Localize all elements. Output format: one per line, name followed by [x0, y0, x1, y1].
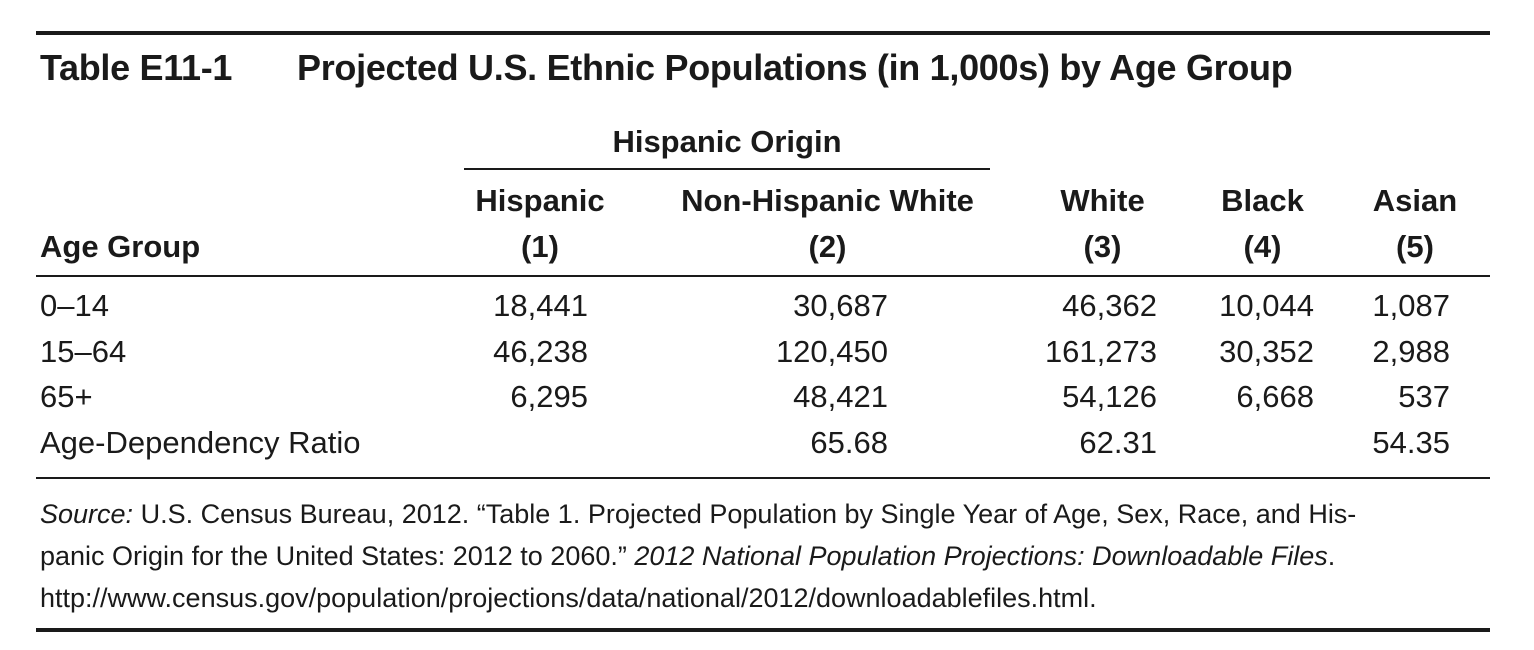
table-cell: 30,687 [793, 288, 888, 323]
column-number-1: (1) [521, 229, 559, 264]
source-url: http://www.census.gov/population/project… [40, 583, 1097, 613]
source-line-1: Source: U.S. Census Bureau, 2012. “Table… [40, 493, 1490, 535]
table-number: Table E11-1 [40, 47, 233, 88]
row-label: 15–64 [40, 334, 127, 369]
table-cell: 161,273 [1044, 334, 1157, 369]
table-cell: 537 [1398, 379, 1450, 414]
column-header-hispanic: Hispanic [475, 183, 605, 218]
top-rule [36, 31, 1490, 35]
column-header-black: Black [1221, 183, 1304, 218]
column-header-white: White [1060, 183, 1145, 218]
table-cell: 62.31 [1079, 425, 1157, 460]
table-cell: 46,238 [493, 334, 588, 369]
table-title: Projected U.S. Ethnic Populations (in 1,… [297, 47, 1293, 88]
source-text-1: U.S. Census Bureau, 2012. “Table 1. Proj… [133, 499, 1357, 529]
table-cell: 65.68 [810, 425, 888, 460]
column-number-3: (3) [1083, 229, 1122, 264]
table-cell: 54.35 [1372, 425, 1450, 460]
table-cell: 30,352 [1219, 334, 1314, 369]
table-cell: 2,988 [1372, 334, 1450, 369]
column-header-asian: Asian [1372, 183, 1458, 218]
table-cell: 6,668 [1236, 379, 1314, 414]
row-label: Age-Dependency Ratio [40, 425, 361, 460]
table-cell: 54,126 [1062, 379, 1157, 414]
header-rule [36, 275, 1490, 277]
table-cell: 10,044 [1219, 288, 1314, 323]
table-cell: 6,295 [510, 379, 588, 414]
source-text-2c: . [1327, 541, 1336, 571]
table-cell: 18,441 [493, 288, 588, 323]
column-number-5: (5) [1396, 229, 1434, 264]
column-number-2: (2) [808, 229, 847, 264]
source-text-2a: panic Origin for the United States: 2012… [40, 541, 635, 571]
source-label: Source: [40, 499, 134, 529]
bottom-rule [36, 628, 1490, 632]
group-header-rule [464, 168, 990, 170]
source-publication-title: 2012 National Population Projections: Do… [634, 541, 1328, 571]
row-label: 0–14 [40, 288, 109, 323]
group-header-hispanic-origin: Hispanic Origin [612, 124, 842, 159]
column-header-non-hispanic-white: Non-Hispanic White [681, 183, 974, 218]
source-line-2: panic Origin for the United States: 2012… [40, 535, 1490, 577]
row-header-age-group: Age Group [40, 229, 201, 264]
body-bottom-rule [36, 477, 1490, 479]
table-cell: 1,087 [1372, 288, 1450, 323]
column-number-4: (4) [1243, 229, 1282, 264]
table-cell: 48,421 [793, 379, 888, 414]
row-label: 65+ [40, 379, 93, 414]
source-note: Source: U.S. Census Bureau, 2012. “Table… [40, 493, 1490, 619]
table-cell: 120,450 [775, 334, 888, 369]
table-cell: 46,362 [1062, 288, 1157, 323]
